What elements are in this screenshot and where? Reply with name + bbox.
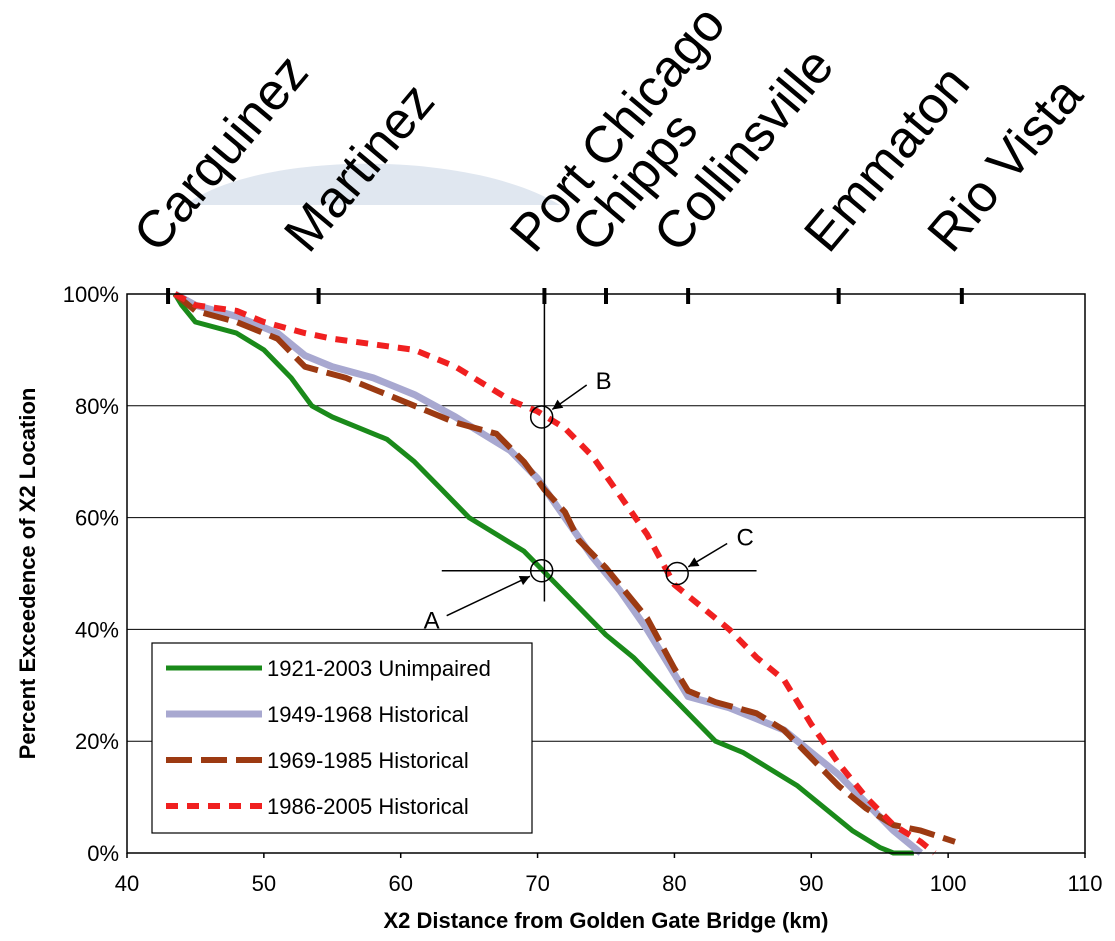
y-tick-label-40: 40%: [75, 617, 119, 642]
y-axis-title: Percent Exceedence of X2 Location: [15, 388, 40, 760]
x-tick-label-100: 100: [930, 871, 967, 896]
x-tick-label-90: 90: [799, 871, 823, 896]
x-axis-title: X2 Distance from Golden Gate Bridge (km): [384, 908, 829, 933]
legend-label-1949-1968-historical: 1949-1968 Historical: [267, 702, 469, 727]
legend-box: [151, 642, 533, 834]
y-tick-label-100: 100%: [63, 282, 119, 307]
annotation-label-a: A: [424, 608, 440, 635]
header-arc-decoration: [185, 163, 560, 205]
x-tick-label-60: 60: [388, 871, 412, 896]
annotation-arrowhead-b: [552, 399, 564, 410]
y-tick-label-80: 80%: [75, 394, 119, 419]
location-tick-marks: [166, 288, 964, 304]
annotation-circle-b: [529, 405, 554, 429]
annotation-label-b: B: [596, 368, 612, 395]
y-tick-labels: 0% 20% 40% 60% 80% 100%: [63, 282, 119, 866]
annotation-arrow-a: [446, 575, 531, 617]
y-tick-label-20: 20%: [75, 729, 119, 754]
x-tick-label-80: 80: [662, 871, 686, 896]
legend-label-1921-2003-unimpaired: 1921-2003 Unimpaired: [267, 656, 491, 681]
x-tick-labels: 40 50 60 70 80 90 100 110: [115, 853, 1103, 896]
annotation-circle-c: [665, 561, 689, 586]
x-tick-label-50: 50: [252, 871, 276, 896]
annotation-arrowhead-a: [518, 576, 530, 586]
x-tick-label-40: 40: [115, 871, 139, 896]
legend-label-1986-2005-historical: 1986-2005 Historical: [267, 794, 469, 819]
annotation-circle-a: [529, 558, 554, 583]
annotation-arrowhead-c: [688, 557, 700, 567]
series-lines: [172, 290, 956, 856]
annotation-label-c: C: [736, 525, 753, 552]
series-line-1921-2003-unimpaired: [172, 292, 914, 856]
y-tick-label-0: 0%: [87, 841, 119, 866]
series-line-1969-1985-historical: [172, 291, 956, 845]
y-tick-label-60: 60%: [75, 506, 119, 531]
legend-label-1969-1985-historical: 1969-1985 Historical: [267, 748, 469, 773]
x-tick-label-110: 110: [1067, 871, 1102, 896]
legend: 1921-2003 Unimpaired 1949-1968 Historical…: [151, 642, 533, 834]
annotations: A B C: [424, 368, 754, 635]
series-line-1986-2005-historical: [173, 291, 937, 856]
x-tick-label-70: 70: [525, 871, 549, 896]
plot-area-frame: [126, 293, 1086, 854]
reference-lines: [441, 294, 757, 602]
